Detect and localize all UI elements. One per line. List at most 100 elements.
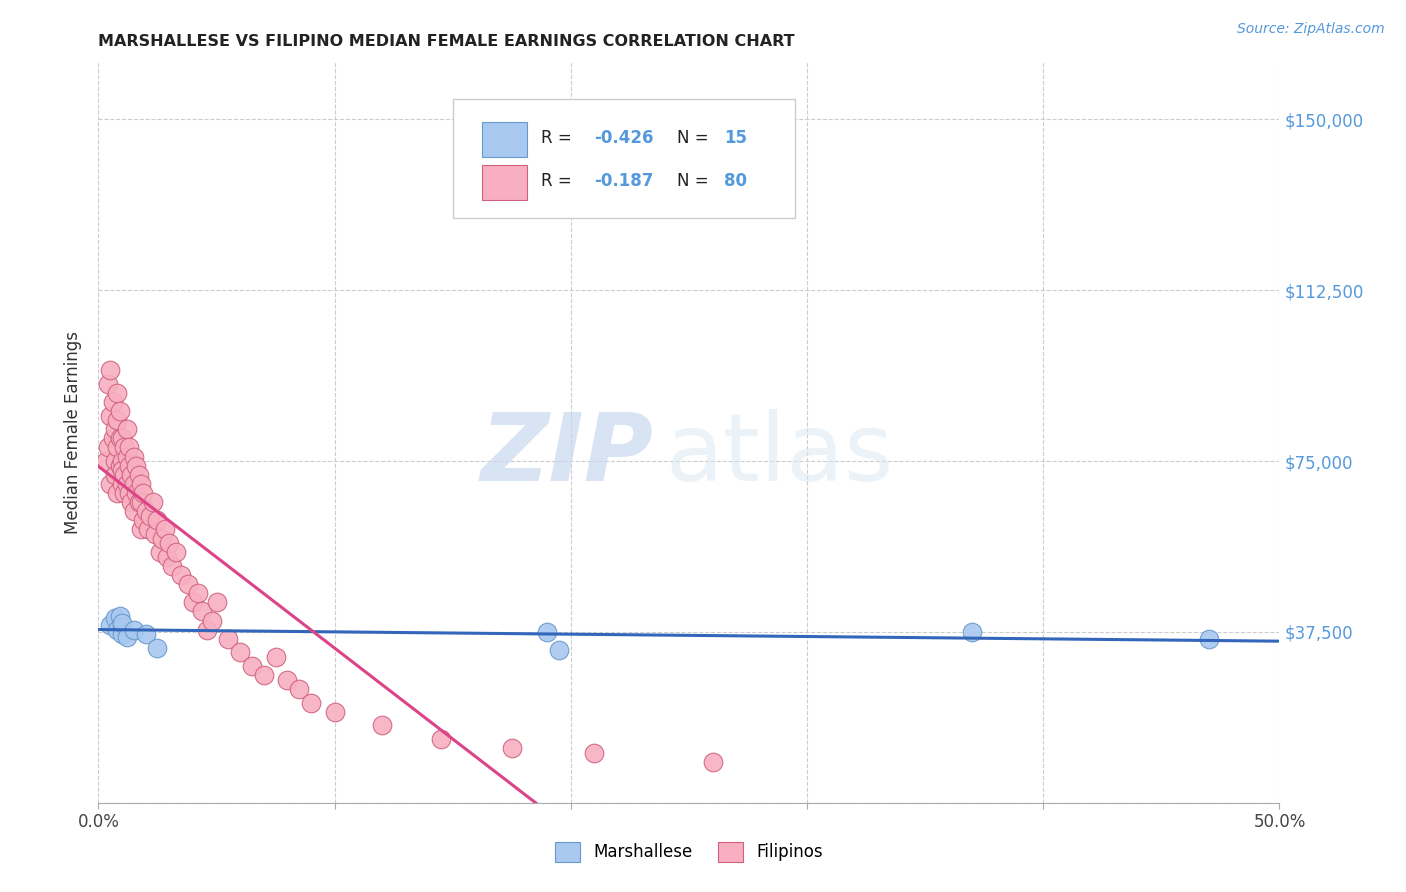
Point: [118, 458, 141, 473]
Point: [121, 495, 143, 509]
Text: -0.187: -0.187: [595, 172, 654, 190]
Point: [115, 450, 138, 464]
Point: [98, 618, 121, 632]
Point: [108, 458, 131, 473]
Text: atlas: atlas: [665, 409, 894, 500]
Point: [276, 673, 298, 687]
Point: [157, 536, 180, 550]
Point: [122, 504, 145, 518]
Point: [104, 467, 127, 482]
Point: [98, 476, 121, 491]
Point: [108, 609, 131, 624]
Point: [128, 467, 150, 482]
Point: [129, 495, 152, 509]
Point: [111, 615, 134, 630]
Point: [101, 395, 124, 409]
FancyBboxPatch shape: [482, 165, 527, 200]
Point: [142, 495, 165, 509]
Point: [105, 486, 128, 500]
Text: 80: 80: [724, 172, 748, 190]
Point: [112, 441, 135, 455]
Point: [97, 441, 120, 455]
Point: [108, 431, 131, 445]
Text: Source: ZipAtlas.com: Source: ZipAtlas.com: [1237, 22, 1385, 37]
Point: [98, 363, 121, 377]
Point: [536, 624, 558, 639]
Point: [128, 495, 150, 509]
Point: [191, 604, 214, 618]
Point: [111, 431, 134, 445]
Point: [122, 450, 145, 464]
Point: [125, 486, 148, 500]
Point: [160, 558, 183, 573]
Point: [105, 623, 128, 637]
Point: [195, 623, 218, 637]
Point: [1198, 632, 1220, 646]
Point: [132, 513, 155, 527]
Point: [94, 454, 117, 468]
Point: [125, 458, 148, 473]
Y-axis label: Median Female Earnings: Median Female Earnings: [65, 331, 83, 534]
Point: [129, 476, 152, 491]
Point: [104, 422, 127, 436]
Point: [371, 718, 394, 732]
Point: [229, 645, 252, 659]
Point: [118, 486, 141, 500]
Point: [156, 549, 179, 564]
Point: [111, 454, 134, 468]
Text: R =: R =: [541, 172, 578, 190]
Point: [187, 586, 209, 600]
Point: [205, 595, 228, 609]
Point: [146, 640, 169, 655]
Point: [118, 441, 141, 455]
Point: [136, 523, 159, 537]
Point: [105, 413, 128, 427]
Point: [122, 623, 145, 637]
Point: [105, 441, 128, 455]
Point: [135, 627, 157, 641]
Point: [104, 611, 127, 625]
Point: [135, 504, 157, 518]
Point: [264, 650, 287, 665]
Point: [150, 532, 173, 546]
Point: [122, 476, 145, 491]
Text: MARSHALLESE VS FILIPINO MEDIAN FEMALE EARNINGS CORRELATION CHART: MARSHALLESE VS FILIPINO MEDIAN FEMALE EA…: [98, 34, 794, 49]
Point: [129, 523, 152, 537]
Point: [165, 545, 187, 559]
Point: [101, 431, 124, 445]
Point: [111, 627, 134, 641]
Point: [112, 486, 135, 500]
Point: [181, 595, 204, 609]
Point: [108, 404, 131, 418]
Legend: Marshallese, Filipinos: Marshallese, Filipinos: [548, 835, 830, 869]
Point: [583, 746, 606, 760]
Point: [323, 705, 346, 719]
Point: [104, 454, 127, 468]
Point: [121, 467, 143, 482]
Point: [253, 668, 276, 682]
Point: [201, 614, 224, 628]
FancyBboxPatch shape: [482, 121, 527, 157]
Point: [98, 409, 121, 423]
Point: [217, 632, 239, 646]
Point: [153, 523, 176, 537]
Point: [299, 696, 322, 710]
Point: [702, 755, 724, 769]
Point: [177, 577, 200, 591]
Point: [111, 476, 134, 491]
Point: [139, 508, 162, 523]
Point: [97, 376, 120, 391]
Point: [430, 731, 453, 746]
Point: [146, 513, 169, 527]
Text: N =: N =: [678, 172, 714, 190]
FancyBboxPatch shape: [453, 99, 796, 218]
Point: [105, 385, 128, 400]
Point: [111, 620, 134, 634]
Text: -0.426: -0.426: [595, 129, 654, 147]
Point: [115, 476, 138, 491]
Point: [115, 422, 138, 436]
Point: [501, 741, 523, 756]
Point: [143, 527, 166, 541]
Point: [548, 643, 571, 657]
Point: [115, 630, 138, 644]
